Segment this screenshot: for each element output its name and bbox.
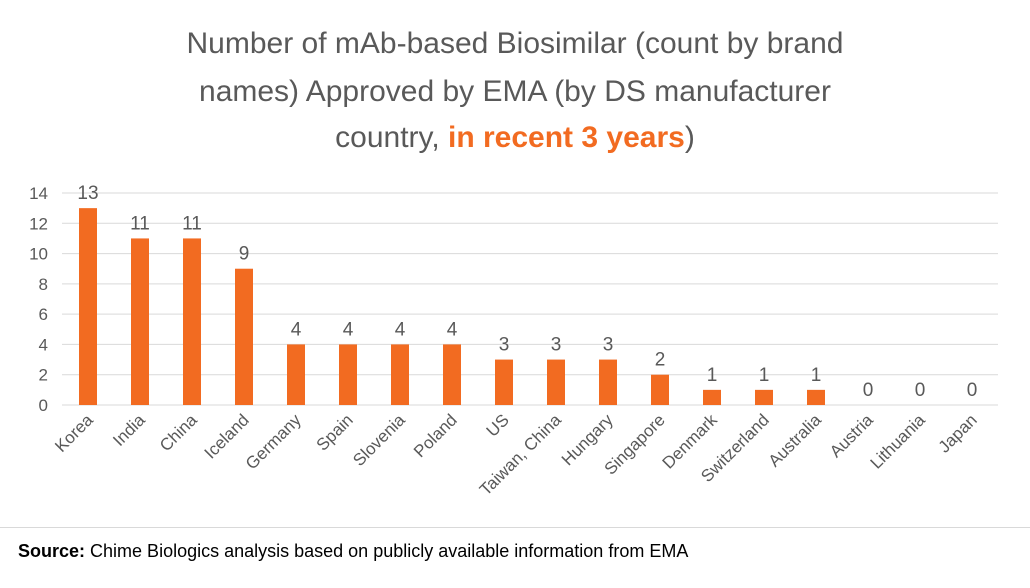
- title-suffix: ): [684, 121, 695, 154]
- bar: [443, 344, 461, 405]
- data-label: 0: [915, 380, 926, 401]
- y-tick-label: 2: [39, 366, 48, 385]
- data-label: 1: [811, 365, 822, 386]
- chart-title-line-2: names) Approved by EMA (by DS manufactur…: [199, 75, 831, 108]
- source-note: Source: Chime Biologics analysis based o…: [18, 541, 688, 562]
- x-tick-label: US: [483, 410, 513, 440]
- data-label: 1: [759, 365, 770, 386]
- bar: [651, 374, 669, 405]
- x-tick-label: Lithuania: [867, 410, 930, 473]
- data-label: 11: [182, 213, 202, 234]
- chart-title-line-3: country, in recent 3 years): [0, 119, 1030, 157]
- x-tick-label: Japan: [935, 410, 981, 456]
- x-tick-label: Austria: [826, 410, 877, 461]
- x-tick-label: Iceland: [201, 410, 253, 462]
- data-label: 3: [603, 335, 614, 356]
- bar: [599, 359, 617, 405]
- y-tick-label: 14: [29, 184, 48, 203]
- title-highlight: in recent 3 years: [448, 121, 685, 154]
- bar: [807, 389, 825, 405]
- x-tick-label: Korea: [51, 410, 97, 456]
- y-tick-label: 0: [39, 396, 48, 415]
- gridlines: [62, 192, 998, 406]
- bar: [339, 344, 357, 405]
- data-label: 0: [863, 380, 874, 401]
- bar: [79, 208, 97, 405]
- bar: [183, 238, 201, 405]
- y-tick-label: 12: [29, 214, 48, 233]
- data-label: 13: [77, 183, 98, 204]
- x-tick-label: Slovenia: [349, 410, 409, 470]
- chart-title-line-1: Number of mAb-based Biosimilar (count by…: [186, 27, 844, 60]
- data-label: 3: [551, 335, 562, 356]
- data-label: 4: [447, 319, 458, 340]
- x-tick-label: Poland: [410, 410, 461, 461]
- data-label: 0: [967, 380, 978, 401]
- x-tick-label: Germany: [242, 410, 305, 473]
- data-label: 3: [499, 335, 510, 356]
- bar: [495, 359, 513, 405]
- bar: [235, 268, 253, 405]
- data-label: 4: [395, 319, 406, 340]
- source-label: Source:: [18, 541, 86, 561]
- data-label: 11: [130, 213, 150, 234]
- title-prefix: country,: [335, 121, 448, 154]
- x-tick-label: Spain: [313, 410, 357, 454]
- bar: [755, 389, 773, 405]
- y-tick-label: 6: [39, 305, 48, 324]
- y-axis-ticks: 0 2 4 6 8 10 12 14: [29, 184, 48, 415]
- bar: [391, 344, 409, 405]
- y-tick-label: 10: [29, 245, 48, 264]
- bar: [547, 359, 565, 405]
- data-label: 4: [343, 319, 354, 340]
- x-tick-label: China: [156, 410, 201, 455]
- x-tick-label: Australia: [765, 410, 826, 471]
- bar: [287, 344, 305, 405]
- y-tick-label: 4: [39, 335, 48, 354]
- source-divider: [0, 527, 1030, 528]
- y-tick-label: 8: [39, 275, 48, 294]
- data-label: 9: [239, 244, 250, 265]
- x-tick-label: India: [109, 410, 149, 450]
- data-label: 2: [655, 350, 666, 371]
- data-label: 4: [291, 319, 302, 340]
- data-label: 1: [707, 365, 718, 386]
- source-text: Chime Biologics analysis based on public…: [90, 541, 689, 561]
- bars: [79, 208, 825, 405]
- bar: [131, 238, 149, 405]
- bar: [703, 389, 721, 405]
